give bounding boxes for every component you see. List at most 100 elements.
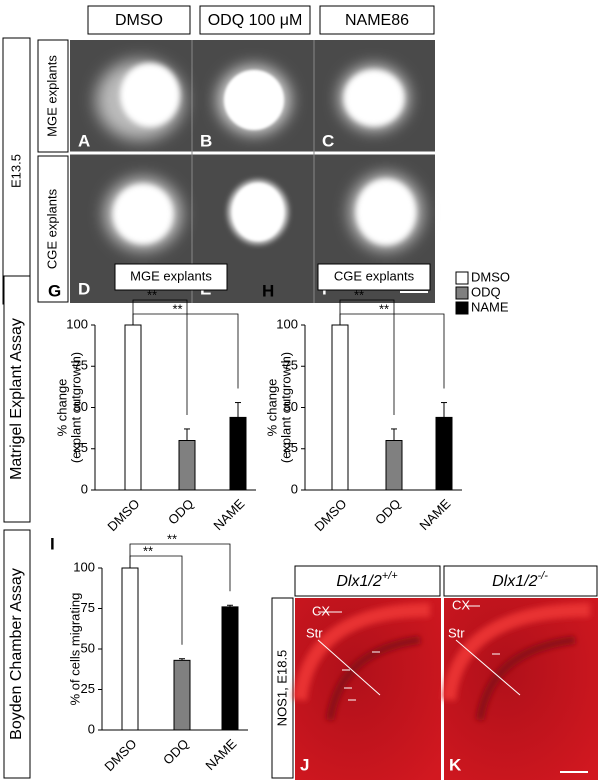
x-tick-label: ODQ <box>372 496 404 528</box>
y-tick-label: 100 <box>276 316 298 331</box>
explant <box>356 179 416 245</box>
chart-title: CGE explants <box>334 268 415 283</box>
panel-label: NOS1, E18.5 <box>274 650 289 727</box>
y-axis-label: % change <box>54 379 69 437</box>
significance-bracket <box>129 543 231 592</box>
panel-letter: A <box>78 131 90 150</box>
column-header: DMSO <box>115 12 163 29</box>
header-box <box>294 565 441 597</box>
section-image <box>444 598 598 780</box>
stage-box <box>2 37 31 305</box>
header-box <box>199 5 311 35</box>
column-header: ODQ 100 μM <box>208 12 303 29</box>
significance-label: ** <box>147 287 157 302</box>
title-box <box>114 263 228 291</box>
x-tick-label: ODQ <box>160 736 192 768</box>
y-axis-label: (explant outgrowth) <box>68 352 83 463</box>
explant <box>344 70 404 126</box>
label-box <box>271 597 294 779</box>
row-box <box>37 39 69 153</box>
panel-letter: J <box>300 755 309 774</box>
significance-label: ** <box>143 543 153 558</box>
ventricle <box>476 636 576 721</box>
y-tick-label: 75 <box>81 600 95 615</box>
chart-title: MGE explants <box>130 268 212 283</box>
assay-box <box>3 529 31 779</box>
y-tick-label: 25 <box>284 440 298 455</box>
y-tick-label: 75 <box>284 358 298 373</box>
gene: Dlx1/2 <box>336 573 381 590</box>
y-tick-label: 0 <box>88 721 95 736</box>
y-tick-label: 50 <box>284 399 298 414</box>
y-tick-label: 50 <box>74 399 88 414</box>
explant <box>224 70 284 130</box>
cortex <box>442 603 591 701</box>
panel-letter: D <box>78 279 90 298</box>
assay-label: Matrigel Explant Assay <box>8 318 25 480</box>
bar <box>124 324 142 491</box>
bar <box>435 416 453 491</box>
panel-letter: I <box>50 534 55 553</box>
cortex <box>293 603 431 701</box>
significance-bracket <box>132 299 188 415</box>
panel-letter: C <box>322 131 334 150</box>
genotype: -/- <box>537 570 548 582</box>
x-tick-label: DMSO <box>311 496 349 534</box>
bar <box>221 606 239 731</box>
y-axis-label: % of cells migrating <box>67 593 82 706</box>
panel-letter: H <box>262 281 274 300</box>
assay-box <box>3 275 31 523</box>
bar <box>331 324 349 491</box>
panel-letter: K <box>449 755 462 774</box>
explant <box>120 63 180 127</box>
y-tick-label: 0 <box>81 481 88 496</box>
pointer <box>317 639 381 696</box>
x-tick-label: NAME <box>202 736 239 773</box>
panel-letter: B <box>200 131 212 150</box>
chart: G MGE explants % change (explant outgrowth)… <box>48 263 256 534</box>
chart: H CGE explants % change (explant outgrowth)… <box>262 263 462 534</box>
row-label: MGE explants <box>44 55 59 137</box>
bar <box>173 659 191 731</box>
significance-label: ** <box>167 531 177 546</box>
x-tick-label: ODQ <box>165 496 197 528</box>
assay-label: Boyden Chamber Assay <box>8 568 25 740</box>
y-tick-label: 0 <box>291 481 298 496</box>
legend-label: DMSO <box>471 269 510 284</box>
arrow <box>342 651 380 701</box>
explant <box>113 184 173 244</box>
stage-label: E13.5 <box>8 154 23 188</box>
significance-label: ** <box>172 301 182 316</box>
y-tick-label: 100 <box>66 316 88 331</box>
y-axis-label: % change <box>264 379 279 437</box>
row-label: CGE explants <box>44 188 59 269</box>
genotype: +/+ <box>382 570 398 582</box>
y-tick-label: 50 <box>81 640 95 655</box>
header-box <box>443 565 598 597</box>
pointer <box>455 639 521 696</box>
title-box <box>317 263 431 291</box>
y-tick-label: 25 <box>81 681 95 696</box>
significance-label: ** <box>379 301 389 316</box>
header-box <box>319 5 435 35</box>
region-label: CX <box>312 603 330 618</box>
legend-swatch <box>455 271 469 285</box>
x-tick-label: DMSO <box>104 496 142 534</box>
x-tick-label: NAME <box>416 496 453 533</box>
micrographs <box>70 40 435 303</box>
gene: Dlx1/2 <box>492 573 537 590</box>
x-tick-label: NAME <box>210 496 247 533</box>
y-tick-label: 100 <box>73 559 95 574</box>
legend-label: ODQ <box>471 284 501 299</box>
legend-swatch <box>455 301 469 315</box>
explant <box>232 183 284 241</box>
bar <box>385 440 403 491</box>
significance-bracket <box>339 313 445 389</box>
genotype-header: Dlx1/2+/+ <box>336 570 398 590</box>
chart: I % of cells migrating 0 25 50 75 100 DMSO ODQ NA… <box>50 531 248 774</box>
region-label: Str <box>306 625 323 640</box>
bar <box>229 416 247 491</box>
y-tick-label: 25 <box>74 440 88 455</box>
